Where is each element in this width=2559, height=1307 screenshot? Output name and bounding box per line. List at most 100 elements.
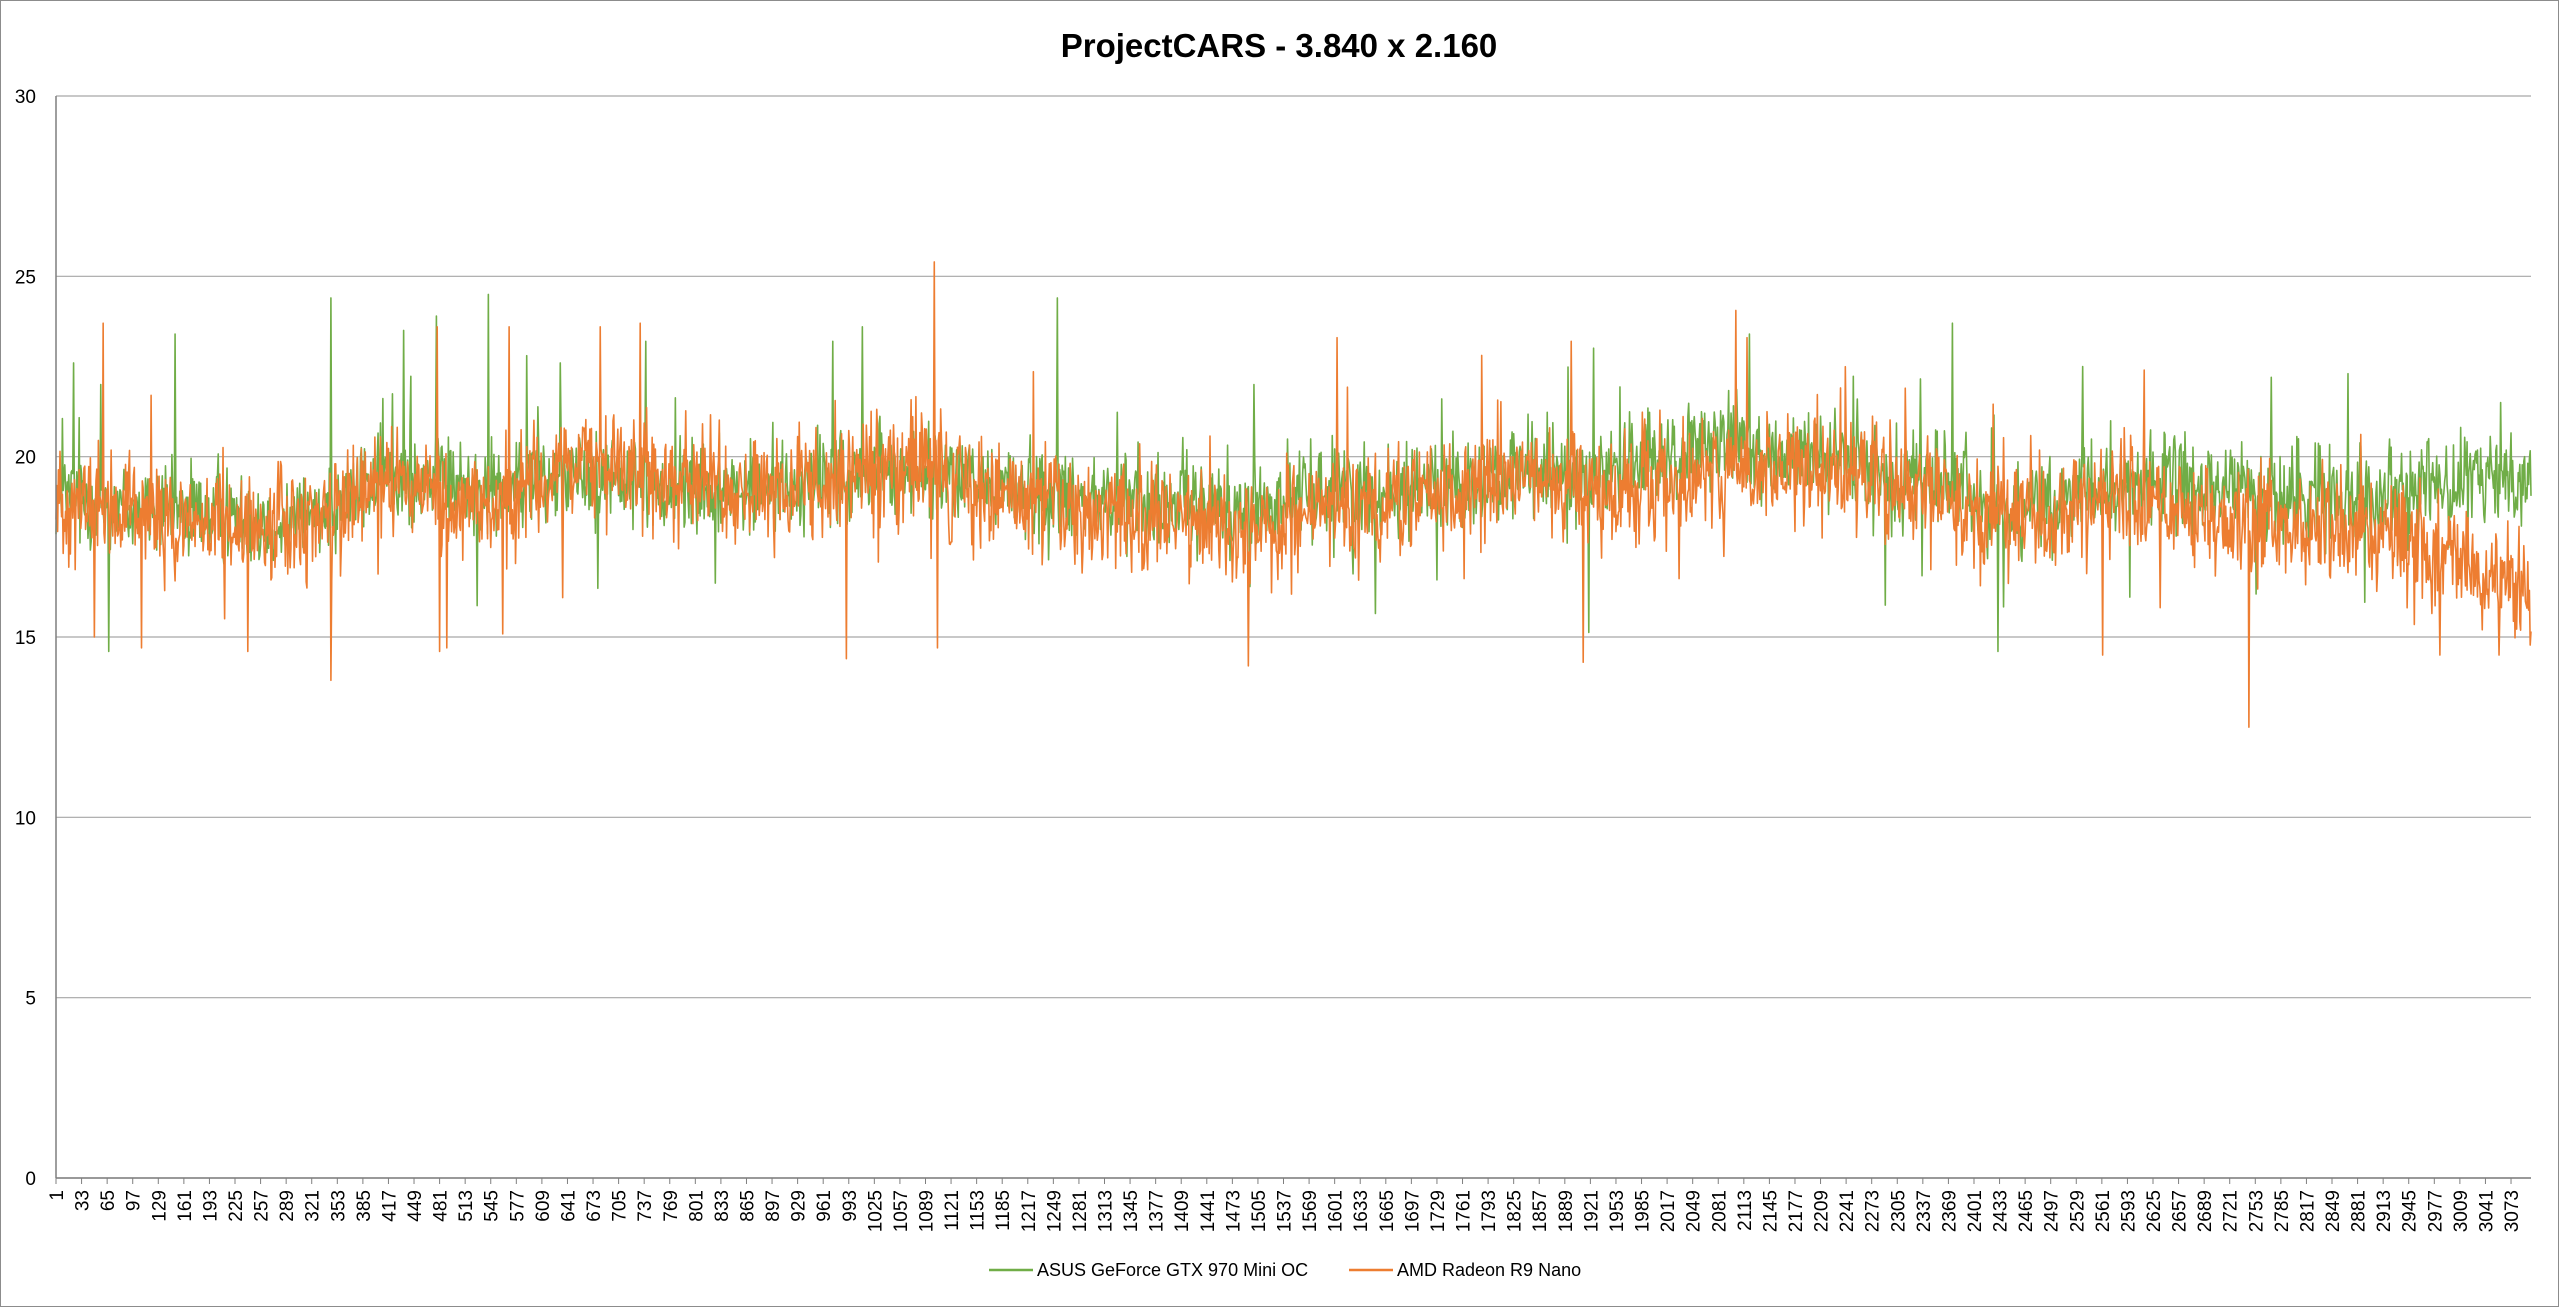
x-tick-label: 1441 <box>1198 1190 1219 1232</box>
x-tick-label: 961 <box>814 1190 835 1222</box>
x-tick-label: 321 <box>303 1190 324 1222</box>
x-tick-label: 1953 <box>1607 1190 1628 1232</box>
y-tick-label: 5 <box>25 989 36 1010</box>
x-tick-label: 2945 <box>2400 1190 2421 1232</box>
x-tick-label: 193 <box>200 1190 221 1222</box>
x-tick-label: 833 <box>712 1190 733 1222</box>
x-tick-label: 2817 <box>2297 1190 2318 1232</box>
legend-label: AMD Radeon R9 Nano <box>1397 1260 1581 1280</box>
y-tick-label: 25 <box>15 267 36 288</box>
x-tick-label: 1249 <box>1044 1190 1065 1232</box>
x-tick-label: 129 <box>149 1190 170 1222</box>
x-tick-label: 2401 <box>1965 1190 1986 1232</box>
x-tick-label: 33 <box>73 1190 94 1211</box>
x-tick-label: 1281 <box>1070 1190 1091 1232</box>
x-tick-label: 1825 <box>1505 1190 1526 1232</box>
x-tick-label: 1537 <box>1275 1190 1296 1232</box>
x-tick-label: 2369 <box>1939 1190 1960 1232</box>
x-tick-label: 2465 <box>2016 1190 2037 1232</box>
axes <box>55 96 2531 1179</box>
x-tick-label: 1985 <box>1633 1190 1654 1232</box>
x-tick-label: 2977 <box>2425 1190 2446 1232</box>
x-tick-label: 2177 <box>1786 1190 1807 1232</box>
x-tick-label: 2017 <box>1658 1190 1679 1232</box>
x-tick-label: 2081 <box>1709 1190 1730 1232</box>
x-tick-label: 801 <box>686 1190 707 1222</box>
x-tick-label: 2497 <box>2042 1190 2063 1232</box>
x-tick-label: 2337 <box>1914 1190 1935 1232</box>
x-tick-label: 929 <box>789 1190 810 1222</box>
x-tick-label: 769 <box>661 1190 682 1222</box>
x-tick-label: 513 <box>456 1190 477 1222</box>
x-tick-label: 289 <box>277 1190 298 1222</box>
x-tick-label: 1121 <box>942 1190 963 1231</box>
x-tick-label: 2561 <box>2093 1190 2114 1232</box>
y-tick-label: 10 <box>15 808 36 829</box>
x-tick-label: 1601 <box>1326 1190 1347 1232</box>
x-tick-label: 1569 <box>1300 1190 1321 1232</box>
x-tick-label: 2625 <box>2144 1190 2165 1232</box>
x-tick-label: 2593 <box>2118 1190 2139 1232</box>
x-tick-label: 2881 <box>2349 1190 2370 1232</box>
x-tick-label: 993 <box>840 1190 861 1222</box>
y-tick-label: 20 <box>15 448 36 469</box>
x-tick-label: 1729 <box>1428 1190 1449 1232</box>
x-tick-label: 2241 <box>1837 1190 1858 1232</box>
x-tick-label: 2689 <box>2195 1190 2216 1232</box>
x-tick-label: 1 <box>47 1190 68 1201</box>
x-tick-label: 161 <box>175 1190 196 1222</box>
x-tick-label: 353 <box>328 1190 349 1222</box>
y-tick-label: 0 <box>25 1169 36 1190</box>
x-tick-label: 1473 <box>1223 1190 1244 1232</box>
x-tick-label: 1057 <box>891 1190 912 1232</box>
legend-label: ASUS GeForce GTX 970 Mini OC <box>1037 1260 1308 1280</box>
x-tick-label: 417 <box>379 1190 400 1222</box>
x-axis-ticks: 1 33 65 97 129 161 193 225 257 289 321 353 385 417 449… <box>47 1178 2523 1232</box>
series-line <box>55 261 2532 728</box>
x-tick-label: 1889 <box>1556 1190 1577 1232</box>
x-tick-label: 673 <box>584 1190 605 1222</box>
x-tick-label: 1633 <box>1351 1190 1372 1232</box>
y-tick-label: 15 <box>15 628 36 649</box>
x-tick-label: 1025 <box>865 1190 886 1232</box>
x-tick-label: 1185 <box>993 1190 1014 1231</box>
x-tick-label: 481 <box>431 1190 452 1222</box>
x-tick-label: 385 <box>354 1190 375 1222</box>
x-tick-label: 3073 <box>2502 1190 2523 1232</box>
x-tick-label: 2785 <box>2272 1190 2293 1232</box>
x-tick-label: 609 <box>533 1190 554 1222</box>
x-tick-label: 3041 <box>2476 1190 2497 1232</box>
x-tick-label: 1761 <box>1454 1190 1475 1232</box>
x-tick-label: 2849 <box>2323 1190 2344 1232</box>
x-tick-label: 2049 <box>1684 1190 1705 1232</box>
x-tick-label: 2753 <box>2246 1190 2267 1232</box>
x-tick-label: 1857 <box>1530 1190 1551 1232</box>
gridlines <box>56 95 2531 1179</box>
x-tick-label: 257 <box>252 1190 273 1222</box>
x-tick-label: 545 <box>482 1190 503 1222</box>
x-tick-label: 2657 <box>2170 1190 2191 1232</box>
x-tick-label: 1089 <box>916 1190 937 1232</box>
x-tick-label: 2305 <box>1888 1190 1909 1232</box>
x-tick-label: 1793 <box>1479 1190 1500 1232</box>
x-tick-label: 225 <box>226 1190 247 1222</box>
x-tick-label: 2145 <box>1760 1190 1781 1232</box>
y-axis-ticks: 0 5 10 15 20 25 30 <box>15 87 36 1190</box>
x-tick-label: 1313 <box>1095 1190 1116 1232</box>
x-tick-label: 97 <box>124 1190 145 1211</box>
legend: ASUS GeForce GTX 970 Mini OC AMD Radeon R… <box>989 1260 1581 1280</box>
x-tick-label: 641 <box>558 1190 579 1222</box>
x-tick-label: 577 <box>507 1190 528 1222</box>
x-tick-label: 2433 <box>1991 1190 2012 1232</box>
x-tick-label: 2273 <box>1863 1190 1884 1232</box>
x-tick-label: 705 <box>610 1190 631 1222</box>
x-tick-label: 1217 <box>1019 1190 1040 1232</box>
x-tick-label: 2913 <box>2374 1190 2395 1232</box>
x-tick-label: 3009 <box>2451 1190 2472 1232</box>
y-tick-label: 30 <box>15 87 36 108</box>
x-tick-label: 1409 <box>1172 1190 1193 1232</box>
x-tick-label: 1921 <box>1581 1190 1602 1232</box>
x-tick-label: 2721 <box>2221 1190 2242 1232</box>
